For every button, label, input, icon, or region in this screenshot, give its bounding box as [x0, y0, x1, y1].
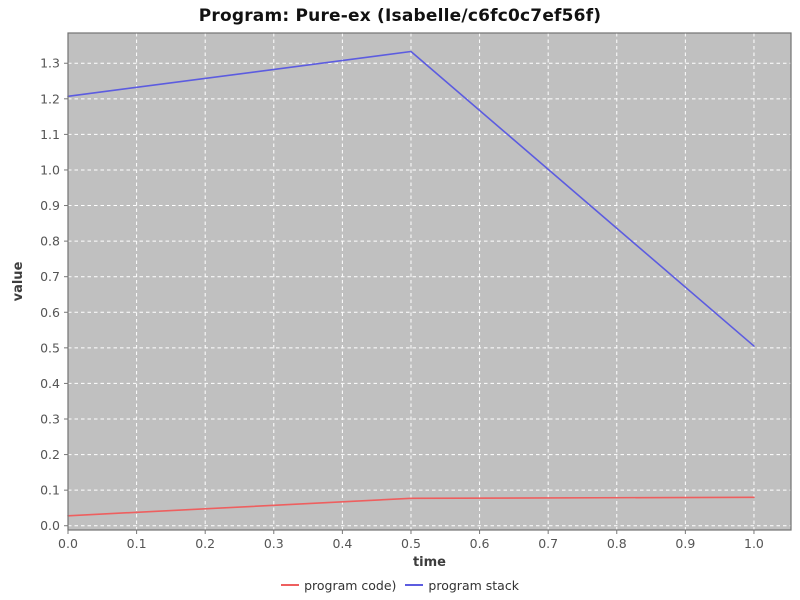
y-tick-label: 0.7: [40, 269, 60, 284]
y-tick-label: 0.4: [40, 376, 60, 391]
y-tick-label: 0.3: [40, 412, 60, 427]
x-tick-label: 0.2: [195, 536, 215, 551]
legend-swatch-1: [405, 584, 424, 586]
series-line-1: [67, 50, 755, 347]
x-tick-label: 0.5: [401, 536, 421, 551]
x-tick-label: 0.1: [127, 536, 147, 551]
legend: program code) program stack: [0, 574, 800, 596]
y-tick-label: 1.0: [40, 162, 60, 177]
y-axis-title: value: [11, 261, 26, 301]
x-tick-label: 0.4: [332, 536, 352, 551]
y-tick-label: 0.0: [40, 518, 60, 533]
chart-title: Program: Pure-ex (Isabelle/c6fc0c7ef56f): [198, 6, 602, 26]
legend-item-1: program stack: [405, 578, 519, 593]
x-tick-label: 0.7: [538, 536, 558, 551]
y-tick-label: 1.1: [40, 127, 60, 142]
gridlines: [67, 33, 791, 530]
y-tick-label: 0.5: [40, 340, 60, 355]
y-tick-label: 0.6: [40, 305, 60, 320]
legend-item-0: program code): [281, 578, 396, 593]
series-line-0: [67, 496, 755, 517]
y-tick-label: 0.1: [40, 483, 60, 498]
x-tick-label: 0.6: [470, 536, 490, 551]
x-tick-label: 0.9: [675, 536, 695, 551]
y-tick-label: 0.8: [40, 234, 60, 249]
legend-swatch-0: [281, 584, 300, 586]
tick-marks: [64, 62, 755, 534]
plot-area: 0.0 0.1 0.2 0.3 0.4 0.5 0.6 0.7 0.8 0.9 1.0 0.0 0.1 0…: [11, 32, 792, 570]
x-tick-label: 0.8: [607, 536, 627, 551]
legend-label-1: program stack: [428, 577, 519, 593]
x-tick-label: 0.0: [58, 536, 78, 551]
y-tick-label: 0.9: [40, 198, 60, 213]
tick-labels: 0.0 0.1 0.2 0.3 0.4 0.5 0.6 0.7 0.8 0.9 1.0 0.0 0.1 0…: [40, 56, 764, 551]
plot-border: [67, 32, 792, 531]
plot-background: [68, 33, 791, 530]
x-tick-label: 0.3: [264, 536, 284, 551]
y-tick-label: 1.2: [40, 91, 60, 106]
legend-label-0: program code): [304, 577, 397, 593]
x-tick-label: 1.0: [744, 536, 764, 551]
x-axis-title: time: [413, 555, 446, 570]
y-tick-label: 1.3: [40, 56, 60, 71]
y-tick-label: 0.2: [40, 447, 60, 462]
